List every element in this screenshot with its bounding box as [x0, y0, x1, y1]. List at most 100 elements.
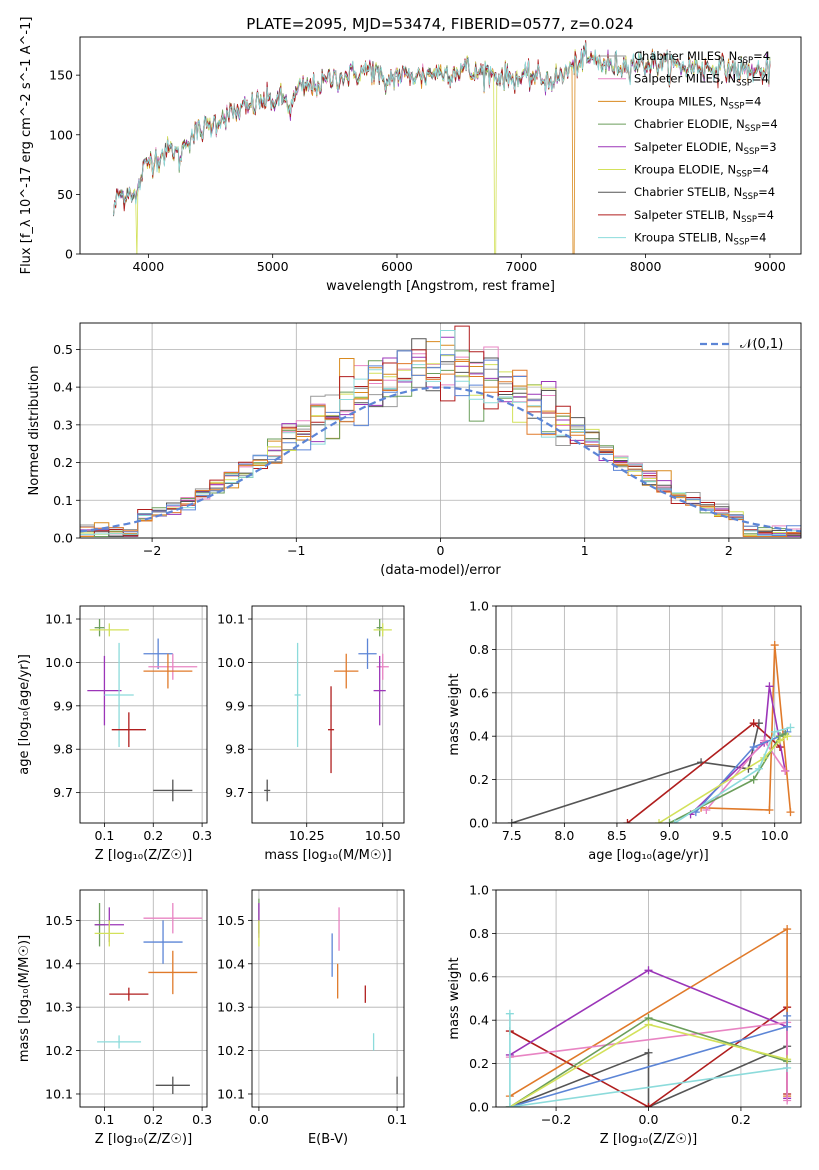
weight-marker — [783, 1055, 792, 1064]
legend-sub: SSP — [734, 238, 750, 248]
y-tick-label: 9.9 — [53, 698, 73, 713]
figure-title: PLATE=2095, MJD=53474, FIBERID=0577, z=0… — [246, 15, 633, 33]
y-tick-label: 0.5 — [53, 342, 73, 357]
weight-series-2 — [701, 645, 792, 813]
y-tick-label: 10.2 — [45, 1043, 73, 1058]
weight-series-0 — [509, 1045, 788, 1107]
x-axis-label: Z [log₁₀(Z/Z☉)] — [600, 1132, 697, 1147]
errorbar-point-1 — [89, 623, 129, 637]
weight-marker — [749, 775, 758, 784]
x-tick-label: 8000 — [630, 259, 662, 274]
x-tick-label: 10.25 — [289, 828, 325, 843]
weights-vs-metallicity-panel: −0.2 0.0 0.2 0.0 0.2 0.4 0.6 0.8 1.0 Z [log₁₀(Z/Z… — [447, 883, 802, 1147]
y-tick-label: 1.0 — [469, 883, 489, 898]
y-tick-label: 10.3 — [217, 1000, 245, 1015]
x-tick-label: 0.0 — [249, 1112, 269, 1127]
y-tick-label: 100 — [49, 127, 73, 142]
weight-marker — [655, 819, 664, 823]
x-tick-label: 1 — [581, 543, 589, 558]
legend-label-0: Chabrier MILES, NSSP=4 — [634, 49, 770, 66]
x-tick-label: 9.0 — [660, 828, 680, 843]
errorbar-point-3 — [143, 903, 203, 934]
y-tick-label: 0.8 — [469, 926, 489, 941]
weight-marker — [783, 1022, 792, 1031]
y-tick-label: 0.6 — [469, 685, 489, 700]
weight-marker — [786, 723, 795, 732]
legend-sub: SSP — [741, 215, 757, 225]
y-tick-label: 50 — [57, 187, 73, 202]
spectrum-line-8 — [113, 42, 771, 215]
weight-marker — [786, 808, 795, 817]
x-tick-label: 7000 — [505, 259, 537, 274]
legend-label-5: Kroupa ELODIE, NSSP=4 — [634, 163, 769, 180]
spectrum-panel: 4000 5000 6000 7000 8000 9000 0 50 100 150 wavelen… — [19, 17, 802, 294]
y-tick-label: 10.4 — [217, 956, 245, 971]
weight-marker — [702, 805, 711, 814]
weight-marker — [505, 1103, 514, 1107]
x-tick-label: 9.5 — [712, 828, 732, 843]
mass-vs-metallicity-panel: 0.1 0.2 0.3 10.1 10.2 10.3 10.4 10.5 Z [log₁₀(Z/… — [17, 889, 212, 1147]
legend-label-1: Salpeter MILES, NSSP=4 — [634, 72, 769, 89]
weights-vs-age-panel: 7.5 8.0 8.5 9.0 9.5 10.0 0.0 0.2 0.4 0.6 0.8 1.0 age… — [447, 599, 802, 863]
y-tick-label: 0.4 — [469, 729, 489, 744]
y-axis-label: mass [log₁₀(M/M☉)] — [17, 935, 32, 1062]
axes-frame — [251, 605, 405, 824]
weight-marker — [644, 1103, 653, 1107]
legend-rest: =4 — [752, 163, 769, 177]
x-axis-label: E(B-V) — [308, 1132, 348, 1147]
y-tick-label: 10.5 — [45, 913, 73, 928]
legend-label-4: Salpeter ELODIE, NSSP=3 — [634, 140, 777, 157]
weight-marker — [783, 1063, 792, 1072]
legend-sub: SSP — [736, 79, 752, 89]
y-tick-label: 10.1 — [45, 612, 73, 627]
y-axis-label: Normed distribution — [27, 366, 42, 496]
errorbar-point-0 — [94, 619, 105, 637]
x-tick-label: 0.1 — [387, 1112, 407, 1127]
errorbar-point-4 — [358, 638, 377, 669]
x-tick-label: 10.50 — [365, 828, 401, 843]
y-tick-label: 10.1 — [45, 1086, 73, 1101]
weight-marker — [670, 819, 679, 823]
axes-frame — [79, 322, 802, 539]
weight-lines — [507, 641, 795, 823]
y-axis-label: mass weight — [447, 673, 462, 755]
errorbar-point-7 — [376, 619, 383, 637]
spectrum-lines — [113, 40, 771, 254]
weight-marker — [749, 743, 758, 752]
weight-marker — [623, 819, 632, 823]
normal-curve — [80, 386, 801, 533]
y-tick-label: 9.9 — [225, 698, 245, 713]
x-tick-label: 0.0 — [639, 1112, 659, 1127]
x-tick-label: −2 — [143, 543, 161, 558]
age-vs-metallicity-panel: 0.1 0.2 0.3 9.7 9.8 9.9 10.0 10.1 Z [log₁₀(Z/Z☉)… — [17, 605, 212, 863]
y-tick-label: 0 — [65, 247, 73, 262]
axes-frame — [495, 605, 802, 824]
legend-rest: =4 — [749, 231, 766, 245]
errorbar-point-8 — [373, 623, 392, 637]
errorbar-point-0 — [264, 779, 271, 802]
x-axis-label: wavelength [Angstrom, rest frame] — [326, 279, 555, 294]
y-axis-label: age [log₁₀(age/yr)] — [17, 654, 32, 775]
weight-marker — [505, 1009, 514, 1018]
axes-frame — [79, 889, 208, 1108]
x-tick-label: 0.3 — [192, 1112, 212, 1127]
weight-marker — [644, 1048, 653, 1057]
legend-sub: SSP — [736, 170, 752, 180]
y-tick-label: 9.7 — [53, 785, 73, 800]
weight-marker — [644, 966, 653, 975]
legend-rest: =4 — [758, 185, 775, 199]
x-axis-label: mass [log₁₀(M/M☉)] — [264, 848, 391, 863]
y-axis-label: Flux [f_λ 10^-17 erg cm^-2 s^-1 A^-1] — [19, 17, 34, 275]
x-tick-label: 0.1 — [94, 1112, 114, 1127]
x-tick-label: −0.2 — [541, 1112, 571, 1127]
x-axis-label: Z [log₁₀(Z/Z☉)] — [95, 1132, 192, 1147]
weight-marker — [775, 736, 784, 745]
legend-sub: SSP — [729, 101, 745, 111]
y-tick-label: 0.6 — [469, 969, 489, 984]
x-tick-label: 4000 — [132, 259, 164, 274]
y-tick-label: 10.1 — [217, 1086, 245, 1101]
legend-label-7: Salpeter STELIB, NSSP=4 — [634, 208, 774, 225]
errorbar-point-6 — [109, 987, 149, 1001]
legend-rest: =4 — [744, 94, 761, 108]
errorbar-point-2 — [94, 920, 124, 947]
